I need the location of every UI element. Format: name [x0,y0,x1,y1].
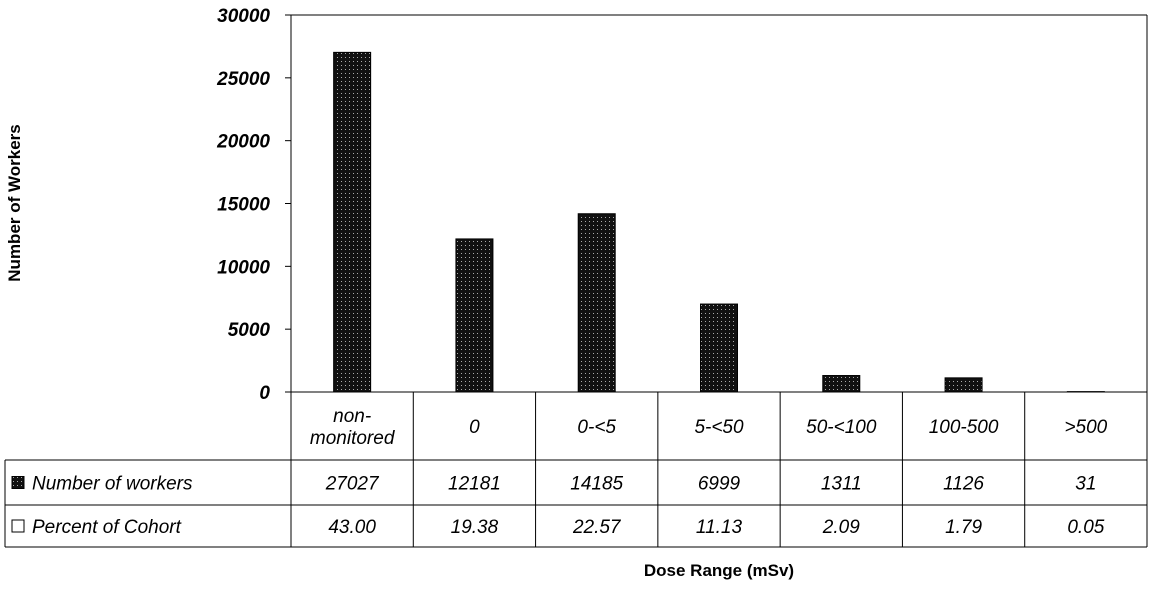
x-category-label: 0-<5 [577,417,616,438]
data-label: 6999 [698,474,741,495]
y-tick-label: 25000 [216,69,270,90]
x-category-label: 50-<100 [806,417,877,438]
y-tick-label: 20000 [216,132,270,153]
data-label: 2.09 [822,517,860,538]
data-label: 1.79 [945,517,982,538]
bar-2 [577,213,616,393]
data-label: 43.00 [328,517,376,538]
data-table: non-monitored 0 0-<5 5-<50 50-<100 100-500 >50… [4,391,1148,548]
legend-key-1 [11,519,25,533]
data-label: 19.38 [451,517,499,538]
y-tick-label: 10000 [217,257,270,278]
data-label: 12181 [448,474,501,495]
y-axis-ticks: 0 5000 10000 15000 20000 25000 30000 [216,6,291,404]
legend-label-0: Number of workers [32,474,193,495]
x-category-label: >500 [1064,417,1107,438]
data-label: 1126 [943,474,984,495]
bar-4 [822,375,861,393]
bar-3 [700,303,738,393]
x-category-label: monitored [310,428,396,449]
data-label: 11.13 [696,517,743,538]
bar-0 [333,51,372,393]
data-label: 31 [1075,474,1096,495]
x-category-label: 100-500 [929,417,999,438]
bar-series [333,51,1105,393]
y-tick-label: 0 [259,383,270,404]
x-category-label: non- [333,406,371,427]
data-label: 27027 [325,474,380,495]
x-category-label: 0 [469,417,480,438]
data-label: 22.57 [572,517,622,538]
data-label: 14185 [570,474,623,495]
legend-label-1: Percent of Cohort [32,517,182,538]
bar-5 [944,377,983,393]
legend-key-0 [11,476,25,489]
y-axis-label: Number of Workers [5,124,24,281]
y-tick-label: 15000 [217,195,270,216]
data-label: 1311 [821,474,862,495]
data-label: 0.05 [1067,517,1104,538]
y-tick-label: 5000 [228,320,271,341]
y-tick-label: 30000 [217,6,270,27]
bar-1 [455,238,494,393]
x-category-label: 5-<50 [694,417,744,438]
x-axis-label: Dose Range (mSv) [644,561,794,580]
